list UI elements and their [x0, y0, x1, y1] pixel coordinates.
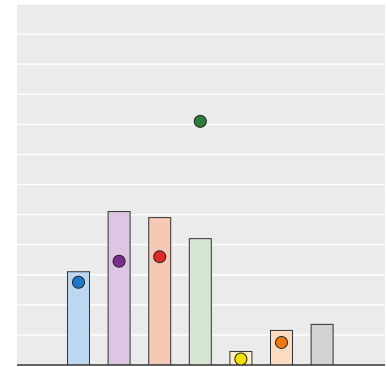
bar: [107, 211, 131, 366]
data-point: [193, 114, 207, 128]
data-point: [112, 254, 126, 268]
bar: [188, 238, 212, 366]
data-point: [72, 275, 85, 289]
data-point: [234, 352, 248, 366]
points: [72, 114, 288, 366]
bar: [148, 217, 172, 366]
bar: [310, 323, 334, 366]
data-point: [153, 250, 167, 264]
data-point: [275, 335, 288, 349]
